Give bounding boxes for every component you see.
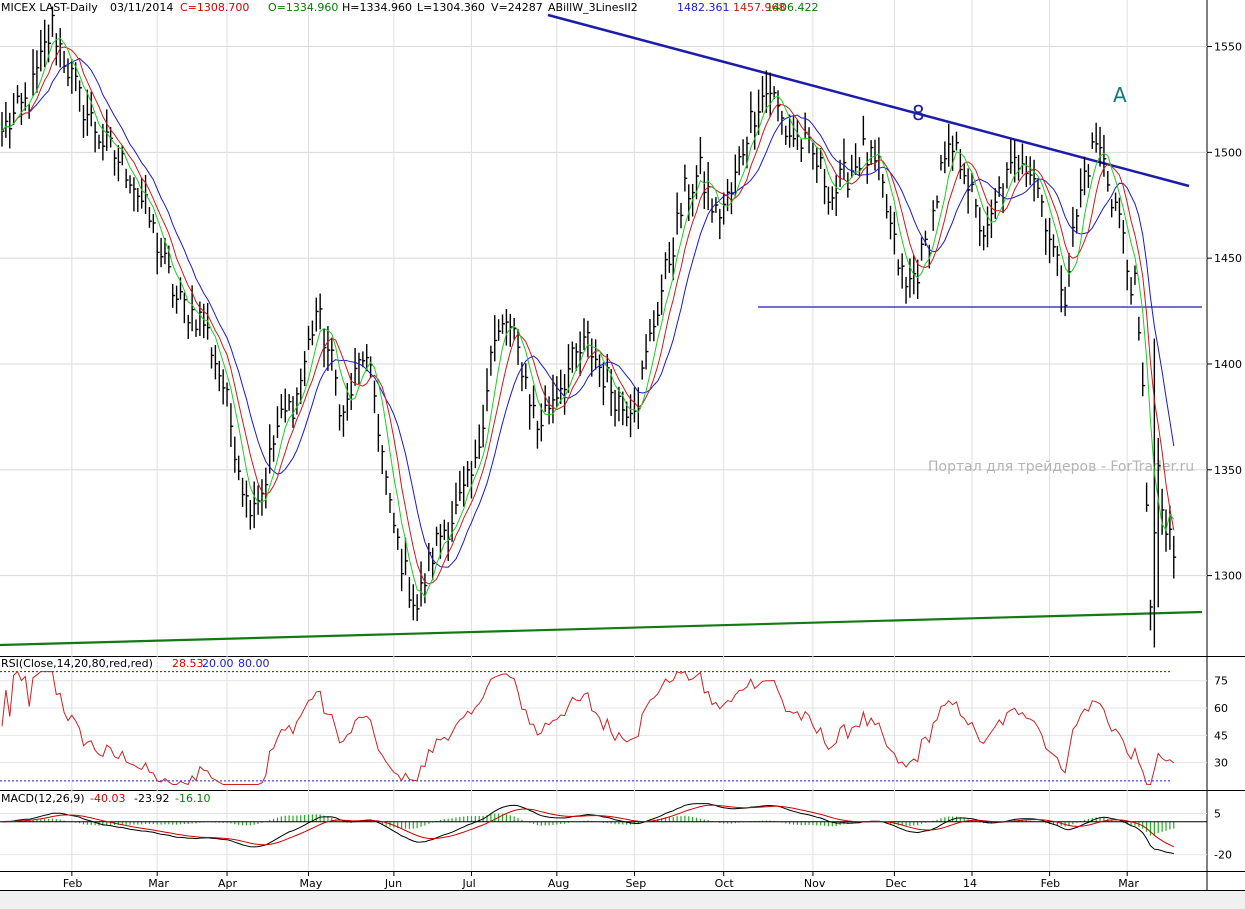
- descending-trendline: [547, 13, 1190, 188]
- watermark: Портал для трейдеров - ForTrader.ru: [928, 459, 1194, 475]
- high-label: H=1334.960: [342, 1, 412, 14]
- macd-panel: [0, 803, 1207, 855]
- price-tick-label: 1350: [1214, 464, 1242, 477]
- long-term-support-line: [0, 610, 1203, 647]
- low-label: L=1304.360: [417, 1, 485, 14]
- rsi-title: RSI(Close,14,20,80,red,red): [1, 657, 153, 670]
- macd-hist-value: -16.10: [175, 792, 210, 805]
- price-axis: 1550 1500 1450 1400 1350 1300: [1207, 41, 1242, 583]
- moving-averages: [1, 37, 1175, 598]
- rsi-value: 28.53: [172, 657, 204, 670]
- volume-label: V=24287: [491, 1, 543, 14]
- macd-title: MACD(12,26,9): [1, 792, 85, 805]
- date-axis: Feb Mar Apr May Jun Jul Aug Sep Oct Nov Dec 14 Feb Ma…: [63, 871, 1139, 890]
- header-legend: MICEX LAST-Daily 03/11/2014 C=1308.700 O…: [1, 1, 819, 14]
- date-label: 03/11/2014: [110, 1, 173, 14]
- rsi-tick-label: 45: [1214, 729, 1228, 742]
- price-tick-label: 1450: [1214, 252, 1242, 265]
- month-tick-label: Sep: [625, 877, 646, 890]
- month-tick-label: Nov: [804, 877, 826, 890]
- indicator-value-slow: 1482.361: [677, 1, 730, 14]
- symbol-label: MICEX LAST-Daily: [1, 1, 98, 14]
- ma-slow-line: [1, 57, 1175, 568]
- macd-signal-line: [2, 804, 1175, 848]
- wave-a-label: A: [1113, 83, 1127, 107]
- rsi-legend: RSI(Close,14,20,80,red,red) 28.53 20.00 …: [1, 657, 270, 670]
- gridlines: [0, 0, 1207, 871]
- wave-8-label: 8: [912, 101, 925, 125]
- month-tick-label: Mar: [148, 877, 169, 890]
- indicator-label: ABillW_3LinesII2: [548, 1, 638, 14]
- month-tick-label: Jun: [384, 877, 402, 890]
- ma-mid-line: [1, 46, 1175, 585]
- macd-tick-label: -20: [1214, 849, 1232, 862]
- macd-tick-label: 5: [1214, 808, 1221, 821]
- macd-signal-value: -23.92: [134, 792, 169, 805]
- month-tick-label: Dec: [885, 877, 906, 890]
- price-tick-label: 1500: [1214, 146, 1242, 159]
- close-label: C=1308.700: [180, 1, 249, 14]
- macd-axis: 5 -20: [1214, 808, 1232, 862]
- rsi-axis: 75 60 45 30: [1214, 675, 1228, 770]
- rsi-tick-label: 30: [1214, 757, 1228, 770]
- rsi-tick-label: 60: [1214, 702, 1228, 715]
- open-label: O=1334.960: [268, 1, 338, 14]
- macd-legend: MACD(12,26,9) -40.03 -23.92 -16.10: [1, 792, 210, 805]
- month-tick-label: Feb: [63, 877, 82, 890]
- price-tick-label: 1550: [1214, 41, 1242, 54]
- macd-value: -40.03: [90, 792, 125, 805]
- month-tick-label: 14: [963, 877, 977, 890]
- price-tick-label: 1300: [1214, 570, 1242, 583]
- rsi-panel: [0, 670, 1175, 786]
- ma-fast-line: [1, 37, 1175, 598]
- month-tick-label: Jul: [461, 877, 475, 890]
- month-tick-label: Mar: [1118, 877, 1139, 890]
- indicator-value-mid: 1457.968: [733, 1, 786, 14]
- month-tick-label: May: [300, 877, 323, 890]
- price-bars: [1, 6, 1177, 648]
- bottom-strip: [0, 890, 1245, 909]
- month-tick-label: Aug: [548, 877, 569, 890]
- month-tick-label: Apr: [218, 877, 238, 890]
- price-tick-label: 1400: [1214, 358, 1242, 371]
- month-tick-label: Oct: [715, 877, 735, 890]
- rsi-line: [1, 670, 1175, 786]
- rsi-level-high: 80.00: [238, 657, 270, 670]
- rsi-level-low: 20.00: [202, 657, 234, 670]
- rsi-tick-label: 75: [1214, 675, 1228, 688]
- indicator-value-fast: 1406.422: [766, 1, 819, 14]
- month-tick-label: Feb: [1041, 877, 1060, 890]
